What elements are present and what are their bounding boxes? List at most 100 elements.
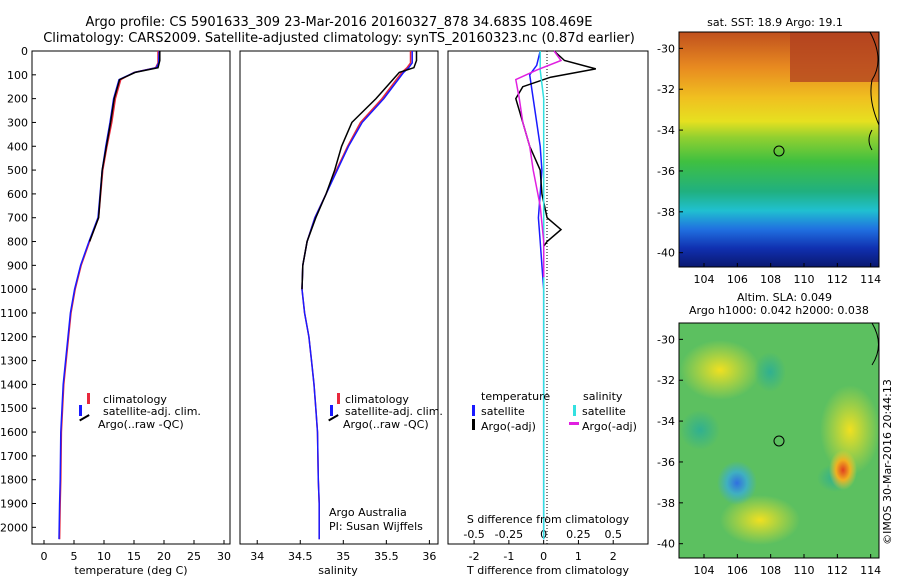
- x-tick-label: 15: [127, 550, 141, 563]
- series-line-satellite: [58, 50, 160, 540]
- legend-label-t-argo: Argo(-adj): [481, 420, 536, 433]
- map-y-tick-label: -32: [657, 83, 675, 96]
- legend-label-climatology: climatology: [103, 393, 167, 406]
- map-x-tick-label: 112: [827, 273, 848, 286]
- legend-label-argo: Argo(..raw -QC): [98, 418, 184, 431]
- y-tick-label: 1500: [0, 402, 28, 415]
- series-line-satellite: [301, 51, 413, 540]
- difference-legend: temperature salinity satellite Argo(-adj…: [472, 390, 637, 433]
- series-line-climatology: [58, 51, 159, 540]
- legend-label-climatology-sal: climatology: [345, 393, 409, 406]
- map-x-tick-label: 114: [860, 273, 881, 286]
- sst-map-title: sat. SST: 18.9 Argo: 19.1: [707, 16, 843, 29]
- y-tick-label: 0: [21, 45, 28, 58]
- x-tick-label: -1: [503, 550, 514, 563]
- legend-swatch-argo: [79, 414, 90, 422]
- legend-label-s-satellite: satellite: [582, 405, 626, 418]
- x-tick-label: 2: [610, 550, 617, 563]
- sst-argo-marker: [773, 145, 785, 157]
- sst-map-frame: [678, 31, 880, 268]
- sla-map-panel: Altim. SLA: 0.049 Argo h1000: 0.042 h200…: [657, 291, 881, 577]
- x-tick-label: 0: [540, 550, 547, 563]
- temperature-x-label: temperature (deg C): [74, 564, 187, 577]
- x-tick-label: 30: [217, 550, 231, 563]
- y-tick-label: 200: [7, 93, 28, 106]
- y-tick-label: 800: [7, 236, 28, 249]
- secondary-tick-label: -0.5: [463, 528, 484, 541]
- sla-argo-marker: [773, 435, 785, 447]
- credit-org: Argo Australia: [329, 506, 407, 519]
- legend-swatch-satellite: [79, 405, 82, 416]
- series-line-sal_argo: [514, 50, 563, 278]
- y-tick-label: 1700: [0, 450, 28, 463]
- map-x-tick-label: 106: [727, 273, 748, 286]
- y-tick-label: 300: [7, 116, 28, 129]
- credit-pi: PI: Susan Wijffels: [329, 520, 423, 533]
- header-line-1: Argo profile: CS 5901633_309 23-Mar-2016…: [85, 15, 592, 30]
- x-tick-label: 35.5: [374, 550, 399, 563]
- legend-header-salinity: salinity: [583, 390, 623, 403]
- legend-label-argo-sal: Argo(..raw -QC): [343, 418, 429, 431]
- legend-swatch-s-argo: [569, 422, 579, 425]
- map-x-tick-label: 110: [794, 273, 815, 286]
- y-tick-label: 1900: [0, 498, 28, 511]
- y-tick-label: 900: [7, 259, 28, 272]
- difference-plot-frame: [447, 50, 649, 545]
- map-y-tick-label: -30: [657, 333, 675, 346]
- x-tick-label: 34.5: [288, 550, 313, 563]
- map-x-tick-label: 108: [760, 273, 781, 286]
- series-line-argo: [88, 51, 161, 242]
- sst-coast: [868, 31, 880, 151]
- map-y-tick-label: -36: [657, 165, 675, 178]
- temperature-panel: 0100200300400500600700800900100011001200…: [0, 45, 231, 577]
- map-y-tick-label: -32: [657, 374, 675, 387]
- y-tick-label: 1600: [0, 426, 28, 439]
- legend-swatch-climatology: [87, 393, 90, 404]
- y-tick-label: 1300: [0, 355, 28, 368]
- legend-header-temperature: temperature: [481, 390, 550, 403]
- y-tick-label: 1000: [0, 283, 28, 296]
- difference-x-label: T difference from climatology: [466, 564, 629, 577]
- map-y-tick-label: -38: [657, 206, 675, 219]
- salinity-legend: climatology satellite-adj. clim. Argo(..…: [328, 393, 443, 431]
- x-tick-label: 1: [575, 550, 582, 563]
- y-tick-label: 600: [7, 188, 28, 201]
- map-x-tick-label: 106: [727, 564, 748, 577]
- map-x-tick-label: 112: [827, 564, 848, 577]
- sla-blob-a: [680, 340, 760, 400]
- y-tick-label: 500: [7, 164, 28, 177]
- x-tick-label: 0: [41, 550, 48, 563]
- series-line-satellite: [528, 50, 545, 540]
- y-tick-label: 1200: [0, 331, 28, 344]
- map-y-tick-label: -34: [657, 415, 675, 428]
- sla-low-spot: [717, 461, 757, 505]
- secondary-tick-label: 0.5: [604, 528, 622, 541]
- difference-panel: -2 -1 0 1 2 -0.5 -0.25 0 0.25 0.5 T difference f…: [447, 50, 649, 577]
- x-tick-label: 35: [336, 550, 350, 563]
- map-x-tick-label: 104: [694, 564, 715, 577]
- y-tick-label: 1100: [0, 307, 28, 320]
- legend-swatch-t-satellite: [472, 405, 475, 416]
- x-tick-label: 10: [97, 550, 111, 563]
- sla-map-title: Altim. SLA: 0.049: [737, 291, 832, 304]
- y-tick-label: 2000: [0, 521, 28, 534]
- header-line-2: Climatology: CARS2009. Satellite-adjuste…: [43, 31, 635, 46]
- difference-secondary-label: S difference from climatology: [467, 513, 630, 526]
- legend-swatch-climatology-sal: [337, 393, 340, 404]
- map-y-tick-label: -34: [657, 124, 675, 137]
- map-x-tick-label: 110: [794, 564, 815, 577]
- secondary-tick-label: 0.25: [566, 528, 591, 541]
- sla-map-frame: [678, 322, 880, 559]
- map-y-tick-label: -38: [657, 497, 675, 510]
- map-y-tick-label: -40: [657, 538, 675, 551]
- legend-label-t-satellite: satellite: [481, 405, 525, 418]
- legend-swatch-argo-sal: [328, 414, 339, 422]
- map-x-tick-label: 104: [694, 273, 715, 286]
- salinity-panel: 34 34.5 35 35.5 36 salinity climatology sate…: [239, 50, 443, 577]
- x-tick-label: -2: [469, 550, 480, 563]
- sla-blob-c: [720, 495, 800, 545]
- sla-blob-e: [680, 410, 720, 450]
- salinity-plot-frame: [239, 50, 439, 545]
- x-tick-label: 5: [71, 550, 78, 563]
